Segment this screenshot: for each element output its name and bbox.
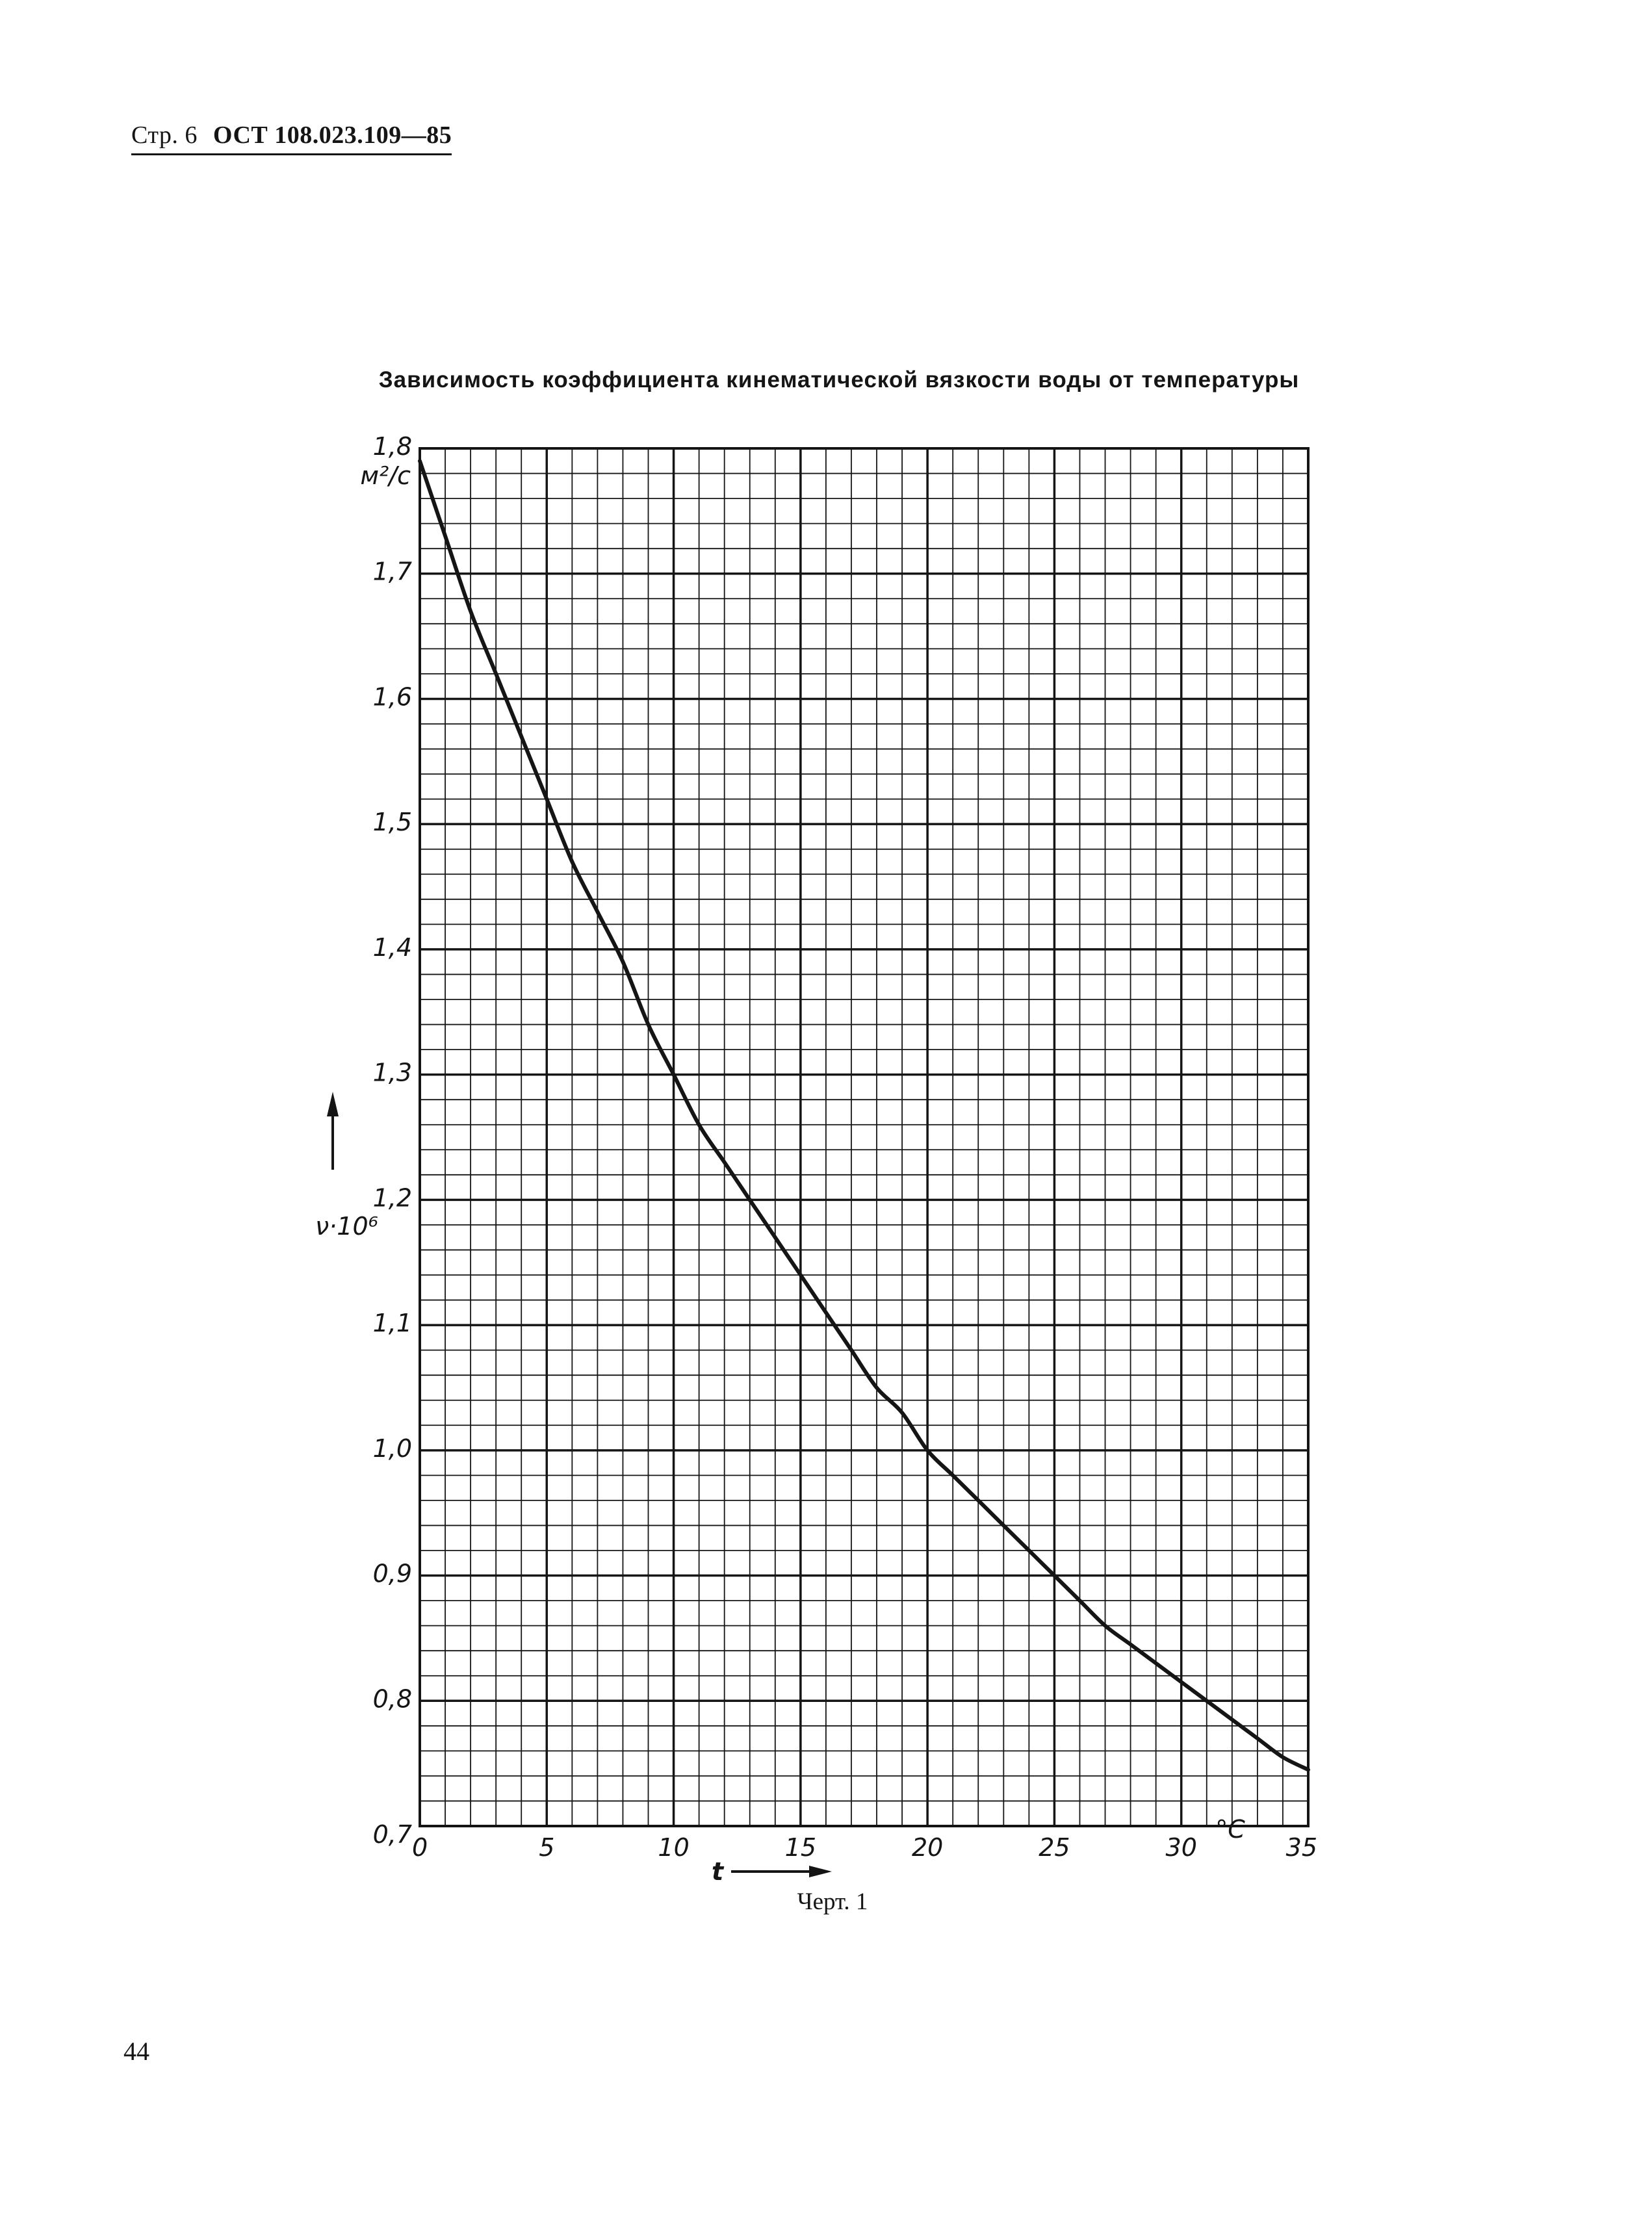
x-tick-label: 15 [785, 1833, 816, 1862]
y-unit-label: м²/с [360, 461, 411, 490]
chart-title: Зависимость коэффициента кинематической … [378, 367, 1300, 393]
x-tick-label: 35 [1286, 1833, 1317, 1862]
y-tick-label: 1,1 [373, 1309, 412, 1337]
y-tick-label: 1,3 [373, 1059, 412, 1087]
plot-frame [419, 447, 1310, 1827]
y-tick-label: 1,5 [373, 808, 412, 836]
x-axis-arrow-icon [731, 1866, 832, 1877]
x-tick-label: 10 [658, 1833, 689, 1862]
y-tick-label: 1,0 [373, 1434, 412, 1463]
y-tick-label: 1,4 [373, 933, 412, 962]
x-tick-label: 5 [539, 1833, 554, 1862]
y-tick-label: 0,7 [373, 1820, 412, 1849]
standard-number: ОСТ 108.023.109—85 [213, 122, 452, 149]
x-axis-label: t [712, 1857, 725, 1886]
viscosity-curve [418, 459, 1310, 1772]
x-tick-label: 0 [412, 1833, 428, 1862]
x-tick-label: 25 [1039, 1833, 1070, 1862]
x-tick-label: 20 [912, 1833, 943, 1862]
page-number: 44 [123, 2037, 149, 2066]
y-tick-label: 1,7 [373, 558, 412, 586]
y-axis-label: ν·10⁶ [315, 1212, 378, 1241]
y-tick-label: 1,2 [373, 1183, 412, 1212]
y-tick-label: 0,9 [373, 1560, 412, 1588]
figure-caption: Черт. 1 [797, 1888, 868, 1915]
tick-labels: 0,7 0,8 0,9 1,0 1,1 1,2 1,3 1,4 1,5 1,6 1,7 1,8 0 5 10… [373, 432, 1317, 1862]
page-header: Стр. 6 ОСТ 108.023.109—85 [131, 121, 452, 155]
chart-grid [419, 447, 1310, 1827]
x-unit-label: °C [1215, 1815, 1245, 1844]
x-tick-label: 30 [1166, 1833, 1197, 1862]
y-tick-label: 0,8 [373, 1684, 412, 1713]
y-tick-label: 1,6 [373, 682, 412, 711]
y-axis-arrow-icon [327, 1092, 339, 1170]
y-tick-label: 1,8 [373, 432, 412, 461]
page-ref: Стр. 6 [131, 122, 198, 149]
